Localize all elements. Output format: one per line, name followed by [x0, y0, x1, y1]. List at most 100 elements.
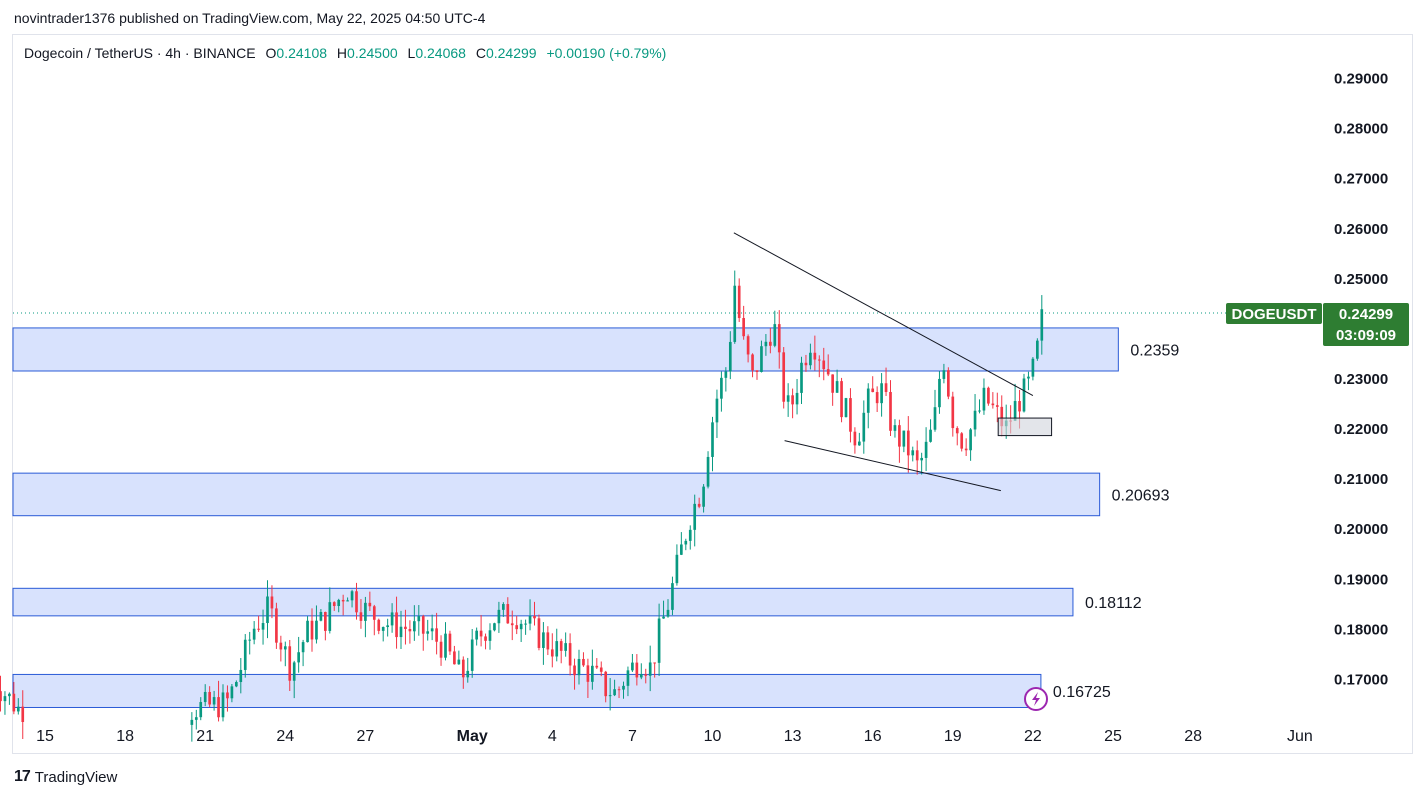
- candle-body: [960, 433, 964, 449]
- symbol-label[interactable]: Dogecoin / TetherUS · 4h · BINANCE: [24, 45, 256, 61]
- trendline[interactable]: [784, 440, 1001, 492]
- candle-body: [826, 369, 830, 375]
- y-tick-label: 0.27000: [1334, 171, 1388, 188]
- candle-body: [631, 662, 634, 671]
- candle-body: [804, 362, 808, 366]
- candle-body: [688, 529, 692, 541]
- candle-body: [21, 706, 25, 723]
- x-tick-label: 16: [864, 728, 882, 745]
- candle-body: [221, 692, 225, 718]
- candle-body: [359, 612, 363, 621]
- candle-body: [235, 682, 238, 687]
- close-value: 0.24299: [485, 45, 537, 61]
- candle-body: [493, 623, 496, 631]
- candle-body: [648, 662, 652, 676]
- candle-body: [292, 662, 296, 681]
- candle-body: [760, 346, 763, 372]
- candle-body: [844, 398, 848, 418]
- candle-body: [461, 659, 465, 678]
- candle-body: [564, 643, 567, 651]
- candle-body: [573, 665, 576, 676]
- candle-body: [822, 360, 826, 370]
- candle-body: [1036, 340, 1039, 359]
- candle-body: [350, 591, 354, 601]
- candle-body: [684, 540, 688, 545]
- candle-body: [208, 691, 211, 705]
- candle-body: [199, 702, 203, 718]
- y-tick-label: 0.21000: [1334, 471, 1388, 488]
- candle-body: [457, 659, 461, 665]
- chart-frame: [12, 34, 1413, 754]
- candle-body: [301, 642, 305, 653]
- candle-body: [430, 628, 434, 632]
- candle-body: [194, 717, 198, 720]
- y-tick-label: 0.22000: [1334, 421, 1388, 438]
- candle-body: [809, 352, 812, 366]
- candle-body: [1013, 401, 1017, 421]
- candle-body: [395, 612, 398, 638]
- candle-body: [813, 352, 817, 360]
- support-zone[interactable]: [12, 587, 1074, 617]
- candle-body: [568, 643, 572, 666]
- candle-body: [279, 642, 283, 650]
- candle-body: [880, 383, 883, 404]
- candle-body: [488, 630, 492, 641]
- candle-body: [506, 604, 510, 624]
- zone-label: 0.20693: [1112, 487, 1170, 504]
- candle-body: [987, 387, 990, 404]
- y-tick-label: 0.25000: [1334, 271, 1388, 288]
- footer-brand[interactable]: 17 TradingView: [14, 768, 117, 786]
- candle-body: [386, 625, 389, 628]
- candle-body: [533, 615, 536, 619]
- candle-body: [3, 696, 7, 702]
- candle-body: [248, 639, 252, 641]
- publisher-line: novintrader1376 published on TradingView…: [14, 10, 486, 26]
- candle-body: [537, 618, 541, 648]
- candle-body: [377, 619, 381, 631]
- candle-body: [724, 371, 728, 378]
- support-zone[interactable]: [12, 472, 1101, 517]
- candle-body: [751, 354, 754, 371]
- y-tick-label: 0.20000: [1334, 521, 1388, 538]
- candle-body: [755, 370, 759, 372]
- candle-body: [853, 431, 857, 446]
- candle-body: [586, 665, 590, 682]
- candle-body: [639, 674, 643, 678]
- tradingview-logo-icon: 17: [14, 768, 31, 785]
- candle-body: [884, 383, 888, 392]
- candle-body: [942, 370, 946, 379]
- x-tick-label: 28: [1184, 728, 1202, 745]
- candle-body: [599, 667, 603, 672]
- symbol-tag: [1226, 302, 1322, 324]
- candle-body: [310, 620, 314, 640]
- y-tick-label: 0.29000: [1334, 71, 1388, 88]
- candle-body: [791, 395, 794, 405]
- candle-body: [8, 693, 11, 697]
- candle-body: [800, 362, 803, 393]
- candle-body: [626, 670, 630, 686]
- candle-body: [737, 285, 741, 319]
- trendline[interactable]: [733, 232, 1034, 396]
- candle-body: [519, 623, 523, 630]
- support-zone[interactable]: [12, 327, 1119, 372]
- rectangle-drawing[interactable]: [997, 417, 1053, 437]
- candle-body: [16, 706, 20, 712]
- close-label: C: [475, 45, 486, 61]
- candle-body: [381, 627, 385, 631]
- y-tick-label: 0.17000: [1334, 671, 1388, 688]
- candle-body: [1040, 309, 1044, 341]
- candle-body: [591, 665, 594, 682]
- x-tick-label: Jun: [1287, 728, 1313, 745]
- candle-body: [239, 669, 243, 683]
- candle-body: [702, 486, 705, 507]
- candle-body: [978, 410, 981, 412]
- candle-body: [212, 697, 216, 705]
- x-tick-label: 7: [628, 728, 637, 745]
- candle-body: [266, 596, 269, 624]
- candle-body: [924, 441, 928, 458]
- candle-body: [257, 628, 260, 630]
- candle-body: [444, 633, 447, 658]
- support-zone[interactable]: [12, 673, 1042, 708]
- candle-body: [0, 691, 2, 702]
